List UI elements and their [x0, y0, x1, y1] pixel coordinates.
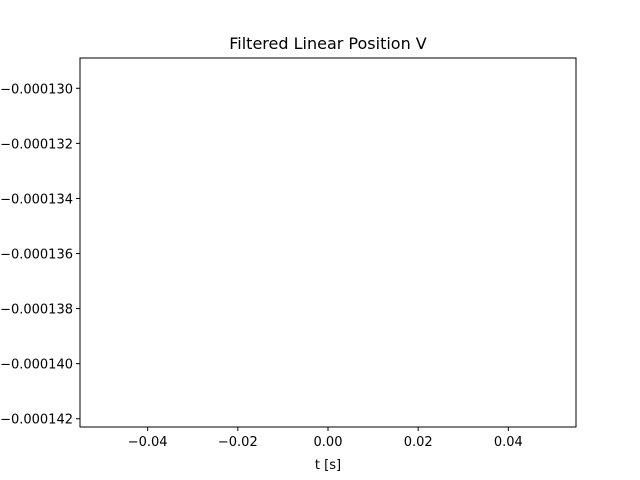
plot-area — [79, 57, 577, 428]
x-axis: −0.04 −0.02 0.00 0.02 0.04 — [128, 427, 523, 450]
x-axis-label: t [s] — [315, 458, 341, 473]
x-tick-label: −0.04 — [128, 435, 168, 450]
x-tick-label: 0.00 — [314, 435, 343, 450]
y-tick-label: −0.000138 — [0, 303, 73, 318]
y-tick-label: −0.000134 — [0, 192, 73, 207]
x-tick-label: −0.02 — [218, 435, 258, 450]
y-tick-label: −0.000132 — [0, 137, 73, 152]
y-axis: −0.000130 −0.000132 −0.000134 −0.000136 −0.0… — [0, 82, 80, 428]
y-tick-label: −0.000142 — [0, 413, 73, 428]
x-tick-label: 0.04 — [494, 435, 523, 450]
x-tick-label: 0.02 — [404, 435, 433, 450]
y-tick-label: −0.000130 — [0, 82, 73, 97]
chart-title: Filtered Linear Position V — [229, 34, 427, 53]
y-tick-label: −0.000140 — [0, 358, 73, 373]
y-tick-label: −0.000136 — [0, 248, 73, 263]
